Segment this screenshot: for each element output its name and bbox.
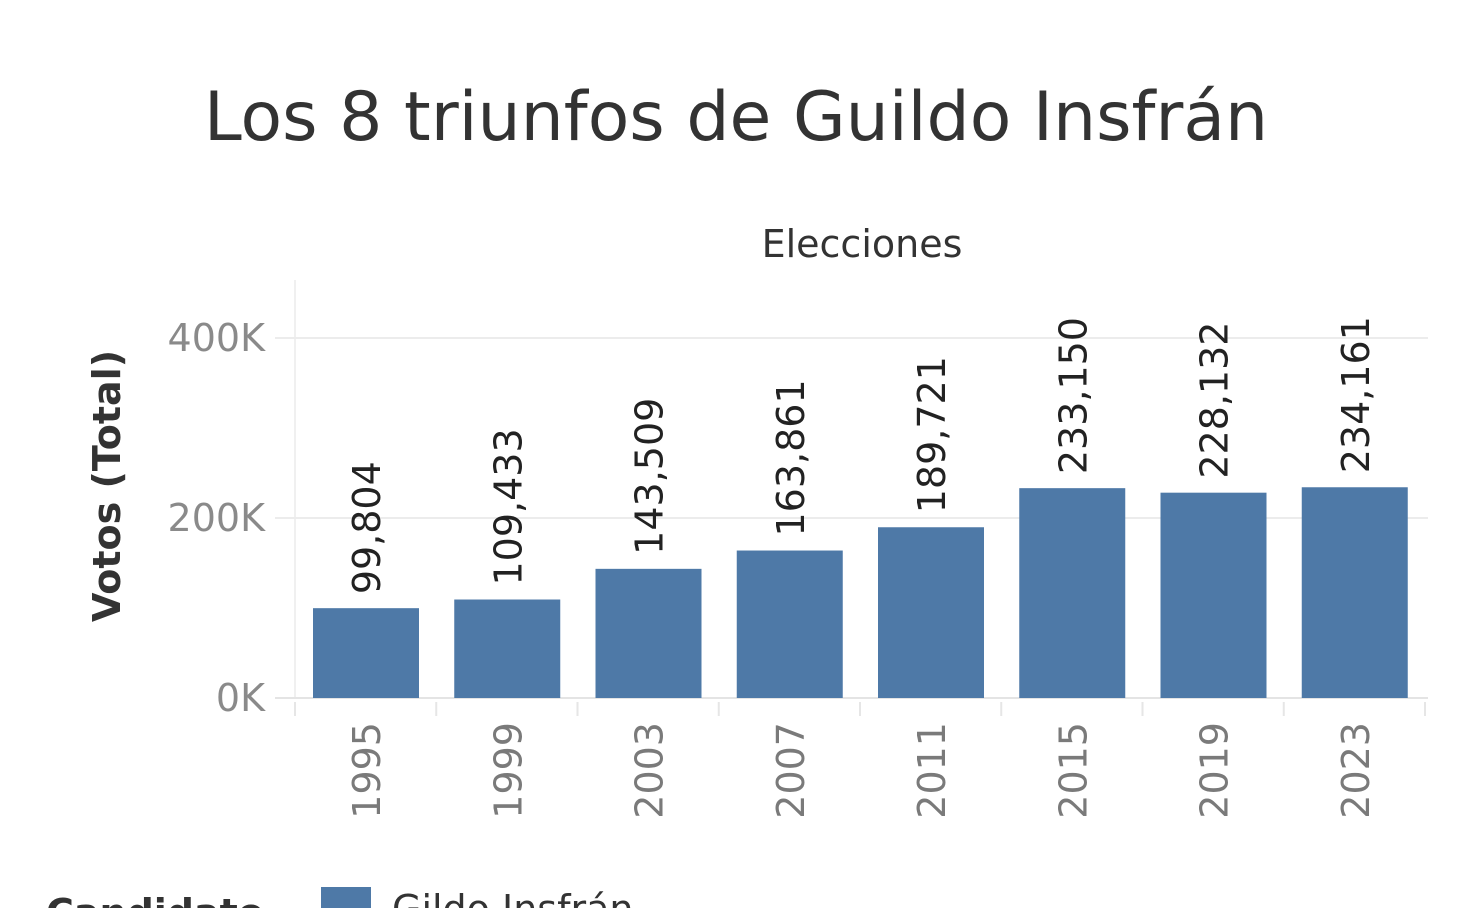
data-label: 233,150 bbox=[1051, 317, 1095, 474]
x-axis-ticks: 1995 1999 2003 2007 2011 2015 2019 2023 bbox=[294, 702, 1426, 819]
y-axis-label: Votos (Total) bbox=[85, 350, 129, 622]
bar[interactable] bbox=[736, 550, 843, 698]
y-tick-label: 200K bbox=[168, 496, 267, 540]
x-tick-label: 2019 bbox=[1193, 722, 1237, 819]
bar[interactable] bbox=[595, 568, 702, 698]
x-tick-label: 2007 bbox=[769, 722, 813, 819]
data-label: 228,132 bbox=[1193, 322, 1237, 479]
legend-item-label: Gildo Insfrán bbox=[392, 887, 633, 908]
bar[interactable] bbox=[878, 527, 984, 698]
data-label: 109,433 bbox=[486, 428, 530, 585]
bar[interactable] bbox=[1160, 492, 1267, 698]
x-tick-label: 2003 bbox=[628, 722, 672, 819]
x-tick-label: 1995 bbox=[345, 722, 389, 819]
legend-swatch bbox=[321, 887, 371, 908]
legend-title: Candidato bbox=[46, 891, 264, 908]
data-label: 163,861 bbox=[769, 379, 813, 536]
x-tick-label: 2011 bbox=[910, 722, 954, 819]
data-label: 99,804 bbox=[345, 461, 389, 594]
data-label: 143,509 bbox=[628, 398, 672, 555]
chart-title: Los 8 triunfos de Guildo Insfrán bbox=[203, 78, 1269, 157]
bar[interactable] bbox=[313, 608, 419, 698]
x-tick-label: 2023 bbox=[1334, 722, 1378, 819]
bar[interactable] bbox=[454, 599, 561, 698]
data-labels: 99,804 109,433 143,509 163,861 189,721 233,15… bbox=[345, 316, 1378, 594]
data-label: 234,161 bbox=[1334, 316, 1378, 473]
y-axis-ticks: 0K 200K 400K bbox=[168, 316, 267, 720]
x-tick-label: 1999 bbox=[486, 722, 530, 819]
x-tick-label: 2015 bbox=[1051, 722, 1095, 819]
bars bbox=[313, 487, 1408, 698]
bar[interactable] bbox=[1301, 487, 1408, 698]
column-header: Elecciones bbox=[762, 222, 963, 266]
legend[interactable]: Candidato Gildo Insfrán bbox=[46, 887, 633, 908]
bar[interactable] bbox=[1019, 488, 1126, 698]
y-tick-label: 0K bbox=[216, 676, 266, 720]
y-tick-label: 400K bbox=[168, 316, 267, 360]
data-label: 189,721 bbox=[910, 356, 954, 513]
